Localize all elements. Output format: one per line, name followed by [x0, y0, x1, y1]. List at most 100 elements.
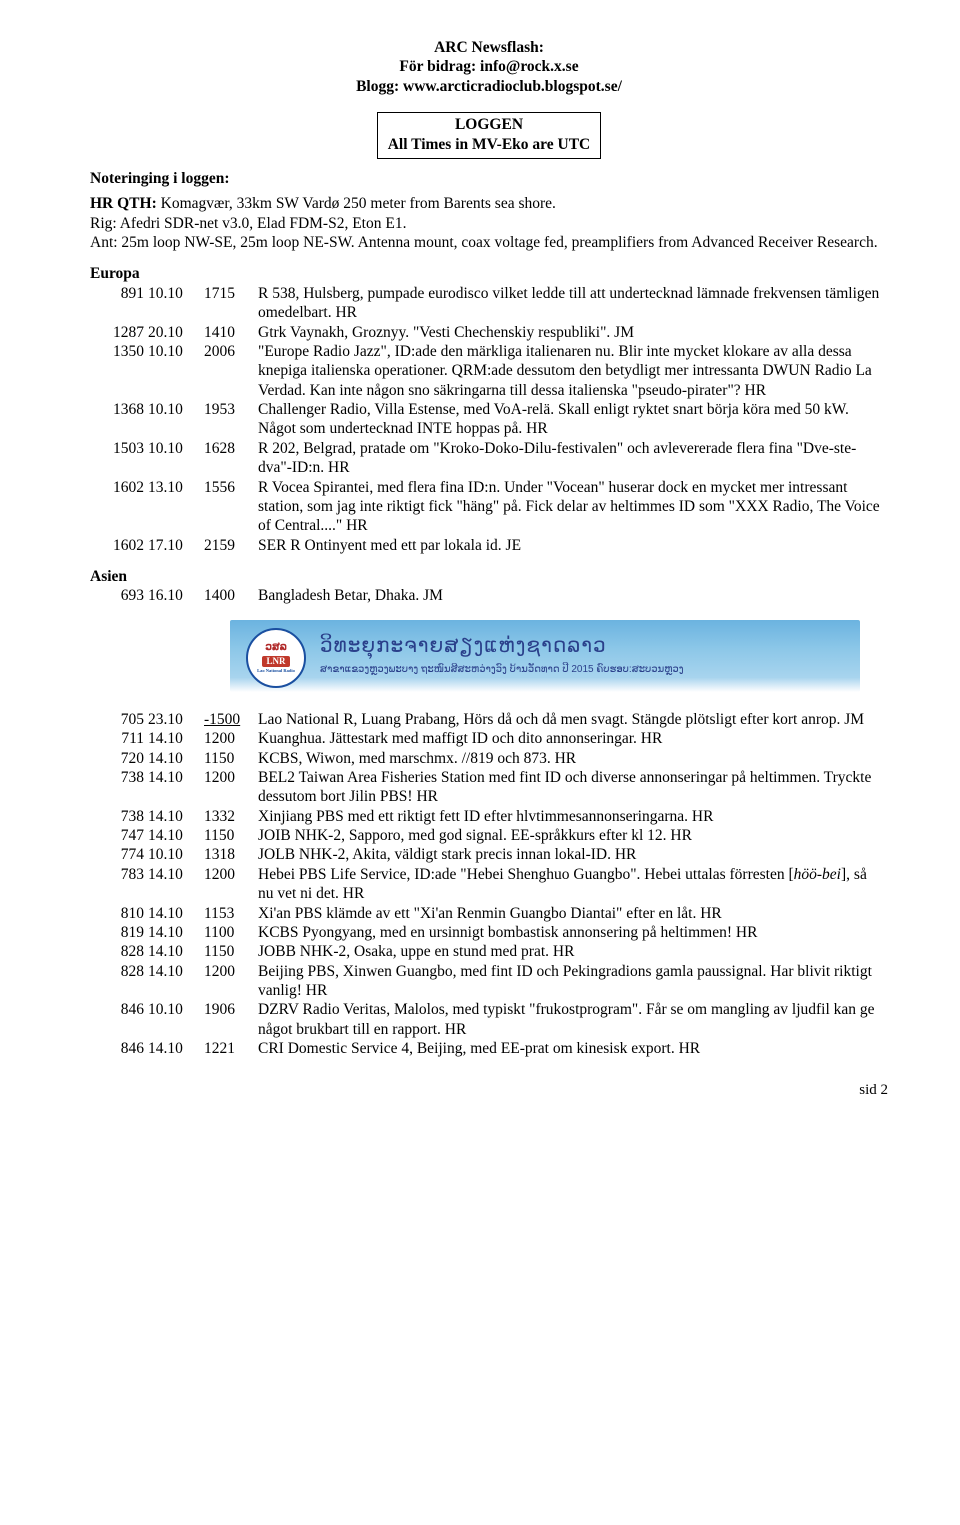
- col-date: 17.10: [148, 536, 204, 555]
- col-time: 1318: [204, 845, 258, 864]
- table-row: 82814.101200Beijing PBS, Xinwen Guangbo,…: [90, 962, 888, 1001]
- col-date: 14.10: [148, 962, 204, 1001]
- col-time: 1628: [204, 439, 258, 478]
- table-row: 73814.101332Xinjiang PBS med ett riktigt…: [90, 807, 888, 826]
- col-desc: Kuanghua. Jättestark med maffigt ID och …: [258, 729, 888, 748]
- col-freq: 774: [90, 845, 148, 864]
- col-time: 1953: [204, 400, 258, 439]
- table-row: 70523.10-1500Lao National R, Luang Praba…: [90, 710, 888, 729]
- col-time: 1150: [204, 942, 258, 961]
- col-date: 14.10: [148, 1039, 204, 1058]
- col-time: 1221: [204, 1039, 258, 1058]
- col-time: 1150: [204, 826, 258, 845]
- col-date: 10.10: [148, 342, 204, 400]
- col-desc: DZRV Radio Veritas, Malolos, med typiskt…: [258, 1000, 888, 1039]
- table-row: 84610.101906DZRV Radio Veritas, Malolos,…: [90, 1000, 888, 1039]
- col-desc: Xinjiang PBS med ett riktigt fett ID eft…: [258, 807, 888, 826]
- col-date: 23.10: [148, 710, 204, 729]
- notering-heading: Noteringing i loggen:: [90, 169, 888, 188]
- col-date: 10.10: [148, 439, 204, 478]
- col-freq: 1503: [90, 439, 148, 478]
- col-time: 1150: [204, 749, 258, 768]
- asien-table-pre: 69316.101400Bangladesh Betar, Dhaka. JM: [90, 586, 888, 605]
- col-date: 14.10: [148, 942, 204, 961]
- header-line3: Blogg: www.arcticradioclub.blogspot.se/: [90, 77, 888, 96]
- col-desc: R 538, Hulsberg, pumpade eurodisco vilke…: [258, 284, 888, 323]
- col-date: 10.10: [148, 845, 204, 864]
- col-freq: 810: [90, 904, 148, 923]
- col-time: 1200: [204, 768, 258, 807]
- col-time: 1200: [204, 962, 258, 1001]
- loggen-box-wrap: LOGGEN All Times in MV-Eko are UTC: [90, 112, 888, 159]
- col-time: 1332: [204, 807, 258, 826]
- col-freq: 720: [90, 749, 148, 768]
- table-row: 77410.101318JOLB NHK-2, Akita, väldigt s…: [90, 845, 888, 864]
- rig-line: Rig: Afedri SDR-net v3.0, Elad FDM-S2, E…: [90, 215, 406, 232]
- col-desc: "Europe Radio Jazz", ID:ade den märkliga…: [258, 342, 888, 400]
- table-row: 74714.101150JOIB NHK-2, Sapporo, med god…: [90, 826, 888, 845]
- col-freq: 783: [90, 865, 148, 904]
- banner-text: ວິທະຍຸກະຈາຍສຽງແຫ່ງຊາດລາວ ສາຂາແຂວງຫຼວງພະບ…: [320, 630, 850, 678]
- table-row: 150310.101628R 202, Belgrad, pratade om …: [90, 439, 888, 478]
- europa-heading: Europa: [90, 264, 888, 283]
- col-date: 14.10: [148, 768, 204, 807]
- col-date: 13.10: [148, 478, 204, 536]
- col-desc: R 202, Belgrad, pratade om "Kroko-Doko-D…: [258, 439, 888, 478]
- table-row: 73814.101200BEL2 Taiwan Area Fisheries S…: [90, 768, 888, 807]
- col-freq: 828: [90, 942, 148, 961]
- loggen-subtitle: All Times in MV-Eko are UTC: [388, 135, 591, 154]
- header-line1: ARC Newsflash:: [90, 38, 888, 57]
- col-freq: 846: [90, 1000, 148, 1039]
- page-number: sid 2: [90, 1081, 888, 1100]
- col-time: 1200: [204, 729, 258, 748]
- col-desc: Lao National R, Luang Prabang, Hörs då o…: [258, 710, 888, 729]
- col-time: 1715: [204, 284, 258, 323]
- table-row: 84614.101221CRI Domestic Service 4, Beij…: [90, 1039, 888, 1058]
- col-date: 10.10: [148, 400, 204, 439]
- col-desc: JOIB NHK-2, Sapporo, med god signal. EE-…: [258, 826, 888, 845]
- col-date: 14.10: [148, 826, 204, 845]
- col-freq: 819: [90, 923, 148, 942]
- table-row: 69316.101400Bangladesh Betar, Dhaka. JM: [90, 586, 888, 605]
- table-row: 82814.101150JOBB NHK-2, Osaka, uppe en s…: [90, 942, 888, 961]
- table-row: 89110.101715R 538, Hulsberg, pumpade eur…: [90, 284, 888, 323]
- asien-table-post: 70523.10-1500Lao National R, Luang Praba…: [90, 710, 888, 1059]
- col-time: 1400: [204, 586, 258, 605]
- col-freq: 1368: [90, 400, 148, 439]
- col-desc: JOBB NHK-2, Osaka, uppe en stund med pra…: [258, 942, 888, 961]
- col-desc: Challenger Radio, Villa Estense, med VoA…: [258, 400, 888, 439]
- col-desc: SER R Ontinyent med ett par lokala id. J…: [258, 536, 888, 555]
- col-date: 14.10: [148, 865, 204, 904]
- col-date: 20.10: [148, 323, 204, 342]
- col-freq: 1350: [90, 342, 148, 400]
- col-freq: 693: [90, 586, 148, 605]
- col-freq: 891: [90, 284, 148, 323]
- table-row: 135010.102006"Europe Radio Jazz", ID:ade…: [90, 342, 888, 400]
- col-freq: 747: [90, 826, 148, 845]
- header-line2: För bidrag: info@rock.x.se: [90, 57, 888, 76]
- europa-table: 89110.101715R 538, Hulsberg, pumpade eur…: [90, 284, 888, 555]
- notering-paragraph: HR QTH: Komagvær, 33km SW Vardø 250 mete…: [90, 194, 888, 252]
- col-desc: BEL2 Taiwan Area Fisheries Station med f…: [258, 768, 888, 807]
- col-freq: 738: [90, 807, 148, 826]
- table-row: 160213.101556R Vocea Spirantei, med fler…: [90, 478, 888, 536]
- col-freq: 705: [90, 710, 148, 729]
- ant-line: Ant: 25m loop NW-SE, 25m loop NE-SW. Ant…: [90, 234, 878, 251]
- lnr-badge: ວສລ LNR Lao National Radio: [246, 628, 306, 688]
- table-row: 136810.101953Challenger Radio, Villa Est…: [90, 400, 888, 439]
- table-row: 71114.101200Kuanghua. Jättestark med maf…: [90, 729, 888, 748]
- table-row: 128720.101410Gtrk Vaynakh, Groznyy. "Ves…: [90, 323, 888, 342]
- header-block: ARC Newsflash: För bidrag: info@rock.x.s…: [90, 38, 888, 96]
- hr-qth-text: Komagvær, 33km SW Vardø 250 meter from B…: [157, 195, 556, 212]
- col-date: 14.10: [148, 749, 204, 768]
- col-date: 14.10: [148, 729, 204, 748]
- col-freq: 1602: [90, 478, 148, 536]
- col-time: -1500: [204, 710, 258, 729]
- col-time: 1410: [204, 323, 258, 342]
- col-time: 1100: [204, 923, 258, 942]
- loggen-box: LOGGEN All Times in MV-Eko are UTC: [377, 112, 602, 159]
- badge-mid: LNR: [262, 656, 289, 667]
- hr-qth-label: HR QTH:: [90, 195, 157, 212]
- col-time: 2159: [204, 536, 258, 555]
- table-row: 81014.101153Xi'an PBS klämde av ett "Xi'…: [90, 904, 888, 923]
